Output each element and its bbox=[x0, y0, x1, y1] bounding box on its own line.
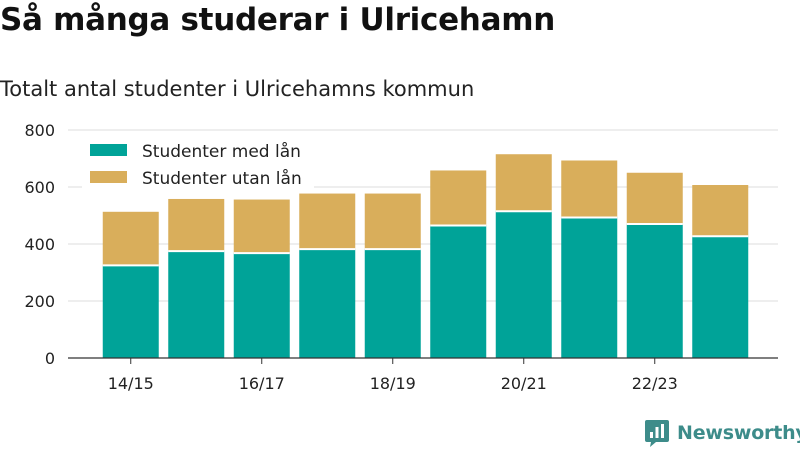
page-title: Så många studerar i Ulricehamn bbox=[0, 2, 555, 38]
bar-segment-utan-lan bbox=[561, 160, 618, 218]
bar-segment-med-lan bbox=[626, 224, 683, 358]
y-tick-label: 800 bbox=[24, 121, 55, 140]
y-tick-label: 0 bbox=[45, 349, 55, 368]
bar-segment-utan-lan bbox=[692, 185, 749, 237]
y-tick-label: 600 bbox=[24, 178, 55, 197]
bar-segment-utan-lan bbox=[299, 193, 356, 250]
y-tick-label: 200 bbox=[24, 292, 55, 311]
bar-segment-med-lan bbox=[364, 249, 421, 358]
bar-segment-utan-lan bbox=[626, 172, 683, 225]
bar-segment-med-lan bbox=[102, 265, 159, 358]
newsworthy-brand: Newsworthy bbox=[644, 418, 800, 448]
newsworthy-logo-icon bbox=[645, 420, 669, 447]
bar-segment-med-lan bbox=[430, 225, 487, 358]
legend-label: Studenter med lån bbox=[142, 141, 301, 162]
brand-name: Newsworthy bbox=[677, 422, 800, 444]
bars bbox=[102, 154, 749, 358]
legend-swatch bbox=[90, 171, 127, 183]
axes: 0 200 400 600 800 14/15 16/17 18/19 20/21 22/23 bbox=[24, 121, 778, 393]
x-tick-label: 16/17 bbox=[239, 374, 285, 393]
bar-segment-utan-lan bbox=[102, 211, 159, 266]
y-tick-label: 400 bbox=[24, 235, 55, 254]
x-tick-label: 20/21 bbox=[501, 374, 547, 393]
legend: Studenter med lån Studenter utan lån bbox=[82, 136, 314, 192]
bar-segment-utan-lan bbox=[364, 193, 421, 250]
bar-segment-med-lan bbox=[561, 217, 618, 358]
x-tick-label: 22/23 bbox=[632, 374, 678, 393]
legend-label: Studenter utan lån bbox=[142, 168, 302, 189]
bar-segment-med-lan bbox=[233, 253, 290, 358]
x-tick-label: 18/19 bbox=[370, 374, 416, 393]
bar-segment-med-lan bbox=[495, 211, 552, 358]
x-tick-label: 14/15 bbox=[108, 374, 154, 393]
bar-segment-utan-lan bbox=[233, 199, 290, 254]
legend-swatch bbox=[90, 144, 127, 156]
bar-segment-med-lan bbox=[299, 249, 356, 358]
chart-subtitle: Totalt antal studenter i Ulricehamns kom… bbox=[0, 77, 475, 101]
bar-segment-utan-lan bbox=[430, 170, 487, 226]
bar-segment-med-lan bbox=[168, 251, 225, 358]
bar-segment-med-lan bbox=[692, 236, 749, 358]
bar-segment-utan-lan bbox=[168, 198, 225, 252]
bar-segment-utan-lan bbox=[495, 154, 552, 212]
